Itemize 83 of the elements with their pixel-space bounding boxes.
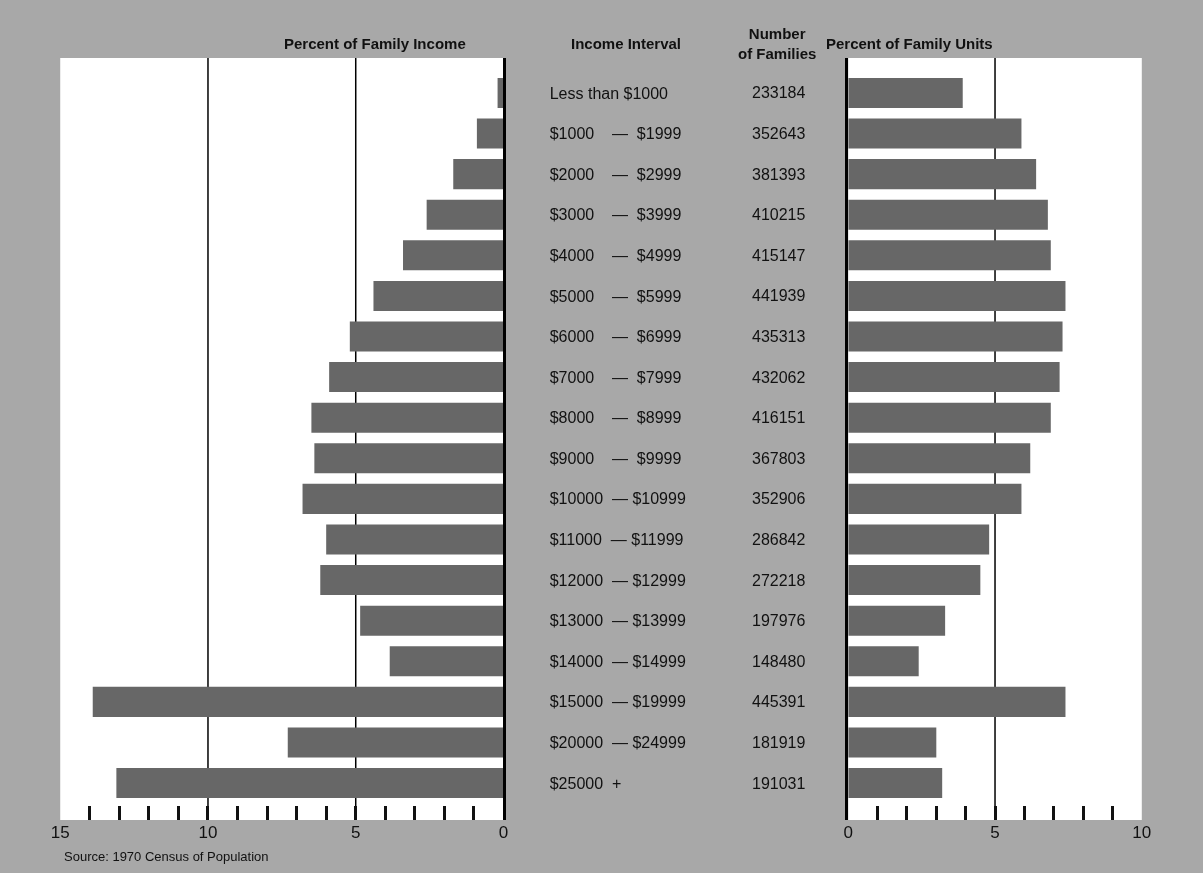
y-tick-label: $11000 — $11999 (549, 531, 684, 549)
chart-title: Percent of Family Income (284, 35, 466, 52)
y-tick-label: $8000 — $8999 (549, 409, 682, 427)
y-tick-label: $3000 — $3999 (549, 206, 682, 224)
y-tick-label: $12000 — $12999 (549, 571, 686, 589)
x-tick-label: 0 (843, 823, 853, 842)
text: 148480 (752, 653, 806, 670)
bar (302, 483, 504, 514)
x-tick-label: 10 (198, 823, 218, 842)
y-axis-title: Income Interval (571, 35, 682, 52)
text: 410215 (752, 206, 806, 223)
y-tick-label: $1000 — $1999 (549, 125, 682, 143)
text: 416151 (752, 409, 806, 426)
bar (848, 321, 1063, 352)
y-tick-label: $10000 — $10999 (549, 490, 686, 508)
bar (311, 402, 504, 433)
x-tick-label: 10 (1132, 823, 1152, 842)
bar (848, 565, 981, 596)
chart-title: Percent of Family Units (826, 35, 993, 52)
bar (848, 686, 1066, 717)
bar (373, 280, 504, 311)
bar (848, 646, 919, 677)
bar (426, 199, 504, 230)
bar (92, 686, 504, 717)
bar (848, 727, 937, 758)
bar (403, 240, 504, 271)
y-tick-label: $13000 — $13999 (549, 612, 686, 630)
bar (320, 565, 504, 596)
y-tick-label: $5000 — $5999 (549, 287, 682, 305)
bar (389, 646, 504, 677)
y-tick-label: $6000 — $6999 (549, 328, 682, 346)
text: 441939 (752, 287, 806, 304)
bar (848, 402, 1051, 433)
bar (326, 524, 504, 555)
y-tick-label: $4000 — $4999 (549, 246, 682, 264)
text: 233184 (752, 84, 806, 101)
bar (314, 443, 504, 474)
bar (848, 240, 1051, 271)
text: 415147 (752, 247, 806, 264)
text: 272218 (752, 572, 806, 589)
y-tick-label: $7000 — $7999 (549, 368, 682, 386)
bar (349, 321, 504, 352)
bar (848, 362, 1060, 393)
text: 445391 (752, 693, 806, 710)
text: 197976 (752, 612, 806, 629)
bar (848, 77, 963, 108)
bar (848, 768, 943, 799)
y-tick-label: $9000 — $9999 (549, 449, 682, 467)
x-tick-label: 5 (990, 823, 1000, 842)
x-tick-label: 5 (351, 823, 361, 842)
bar (453, 159, 504, 190)
bar (848, 443, 1031, 474)
bar (287, 727, 504, 758)
bar (848, 199, 1048, 230)
text: Number of Families (738, 25, 817, 62)
bar (848, 159, 1037, 190)
y-tick-label: $2000 — $2999 (549, 165, 682, 183)
bar (329, 362, 504, 393)
text: 367803 (752, 450, 806, 467)
text: 286842 (752, 531, 806, 548)
y-tick-label: Less than $1000 (549, 84, 669, 102)
bar (848, 605, 946, 636)
y-tick-label: $14000 — $14999 (549, 652, 686, 670)
text: 432062 (752, 369, 806, 386)
bar (360, 605, 504, 636)
text: 181919 (752, 734, 806, 751)
bar (848, 483, 1022, 514)
text: 435313 (752, 328, 806, 345)
text: 191031 (752, 775, 806, 792)
text: 352643 (752, 125, 806, 142)
bar (116, 768, 504, 799)
source-note: Source: 1970 Census of Population (64, 849, 269, 864)
y-tick-label: $20000 — $24999 (549, 734, 686, 752)
bar (848, 280, 1066, 311)
y-tick-label: $15000 — $19999 (549, 693, 686, 711)
text: 352906 (752, 490, 806, 507)
x-tick-label: 0 (498, 823, 509, 842)
bar (848, 524, 990, 555)
bar (848, 118, 1022, 149)
y-tick-label: $25000 + (549, 774, 622, 792)
text: 381393 (752, 166, 806, 183)
bar (476, 118, 504, 149)
x-tick-label: 15 (50, 823, 70, 842)
